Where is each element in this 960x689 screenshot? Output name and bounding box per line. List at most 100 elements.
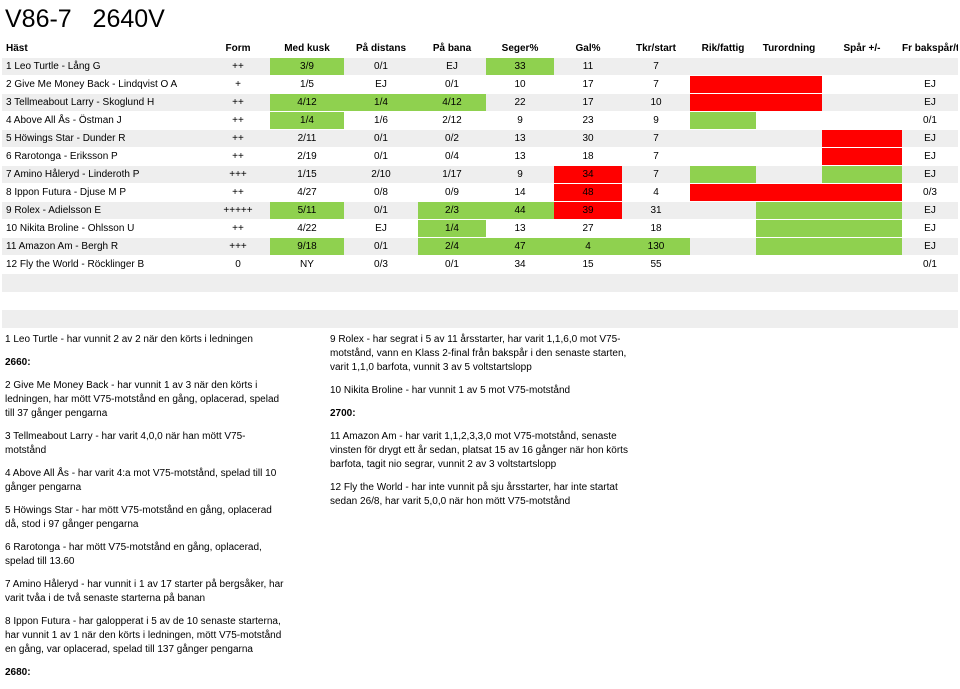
table-cell: 130	[622, 237, 690, 256]
table-cell	[690, 219, 756, 238]
table-cell: ++	[206, 111, 270, 130]
table-cell	[822, 201, 902, 220]
note-text: 10 Nikita Broline - har vunnit 1 av 5 mo…	[330, 385, 571, 396]
note-text: 5 Höwings Star - har mött V75-motstånd e…	[5, 505, 272, 530]
table-cell	[690, 147, 756, 166]
table-cell	[690, 201, 756, 220]
horse-name-cell: 4 Above All Ås - Östman J	[2, 111, 206, 130]
table-cell: 27	[554, 219, 622, 238]
table-cell: EJ	[902, 75, 958, 94]
table-cell: 39	[554, 201, 622, 220]
table-cell	[690, 75, 756, 94]
table-cell	[822, 165, 902, 184]
empty-row-band	[2, 274, 958, 292]
table-cell	[690, 57, 756, 76]
table-cell: 0/8	[344, 183, 418, 202]
table-cell: 5/11	[270, 201, 344, 220]
table-cell: NY	[270, 255, 344, 274]
table-cell: 7	[622, 147, 690, 166]
column-header: Fr bakspår/tillägg	[902, 40, 958, 58]
table-cell: 17	[554, 93, 622, 112]
table-cell	[822, 147, 902, 166]
column-header: Form	[206, 40, 270, 58]
notes-right-column: 9 Rolex - har segrat i 5 av 11 årsstarte…	[330, 333, 630, 518]
table-cell: 4/12	[270, 93, 344, 112]
column-header: På distans	[344, 40, 418, 58]
table-row: 7 Amino Håleryd - Linderoth P +++ 1/15 2…	[2, 165, 958, 184]
table-cell	[756, 129, 822, 148]
table-cell: 7	[622, 129, 690, 148]
table-cell: 55	[622, 255, 690, 274]
table-cell: EJ	[902, 237, 958, 256]
table-cell: 7	[622, 75, 690, 94]
table-row: 4 Above All Ås - Östman J ++ 1/4 1/6 2/1…	[2, 111, 958, 130]
table-cell: 1/5	[270, 75, 344, 94]
table-cell: +++	[206, 165, 270, 184]
table-cell: 13	[486, 129, 554, 148]
table-cell: 13	[486, 147, 554, 166]
table-cell	[756, 111, 822, 130]
note-distance-header: 2660:	[5, 357, 31, 368]
table-cell	[690, 255, 756, 274]
notes-left-column: 1 Leo Turtle - har vunnit 2 av 2 när den…	[5, 333, 285, 689]
table-cell	[756, 75, 822, 94]
table-cell: ++	[206, 219, 270, 238]
column-header: Tkr/start	[622, 40, 690, 58]
table-cell: 7	[622, 165, 690, 184]
table-cell: 34	[554, 165, 622, 184]
empty-row-band	[2, 310, 958, 328]
table-cell	[756, 165, 822, 184]
table-cell: EJ	[902, 219, 958, 238]
table-cell: 1/4	[270, 111, 344, 130]
table-cell	[756, 201, 822, 220]
table-cell	[756, 219, 822, 238]
table-cell: ++	[206, 57, 270, 76]
table-cell: 1/6	[344, 111, 418, 130]
table-cell: EJ	[902, 93, 958, 112]
table-cell: ++	[206, 129, 270, 148]
table-cell: 0/1	[418, 255, 486, 274]
table-cell: EJ	[902, 165, 958, 184]
column-header: Turordning	[756, 40, 822, 58]
table-cell	[822, 237, 902, 256]
table-cell: 1/4	[344, 93, 418, 112]
table-cell: 1/15	[270, 165, 344, 184]
page-title: V86-7 2640V	[5, 5, 165, 33]
table-cell: 2/10	[344, 165, 418, 184]
note-text: 8 Ippon Futura - har galopperat i 5 av d…	[5, 616, 282, 655]
note-distance-header: 2680:	[5, 667, 31, 678]
horse-name-cell: 12 Fly the World - Röcklinger B	[2, 255, 206, 274]
column-header: På bana	[418, 40, 486, 58]
table-cell	[756, 57, 822, 76]
table-cell	[690, 165, 756, 184]
table-cell	[822, 93, 902, 112]
table-cell	[902, 57, 958, 76]
table-cell: 0	[206, 255, 270, 274]
table-cell: ++	[206, 147, 270, 166]
table-cell: 4	[554, 237, 622, 256]
note-text: 9 Rolex - har segrat i 5 av 11 årsstarte…	[330, 334, 627, 373]
horse-name-cell: 2 Give Me Money Back - Lindqvist O A	[2, 75, 206, 94]
table-cell: 9	[486, 111, 554, 130]
table-cell	[756, 147, 822, 166]
table-cell: 4/12	[418, 93, 486, 112]
table-cell: 0/4	[418, 147, 486, 166]
note-distance-header: 2700:	[330, 408, 356, 419]
table-cell	[822, 111, 902, 130]
horse-name-cell: 9 Rolex - Adielsson E	[2, 201, 206, 220]
table-cell: +	[206, 75, 270, 94]
table-row: 8 Ippon Futura - Djuse M P ++ 4/27 0/8 0…	[2, 183, 958, 202]
note-text: 7 Amino Håleryd - har vunnit i 1 av 17 s…	[5, 579, 284, 604]
table-cell	[822, 75, 902, 94]
table-header-row: Häst Form Med kusk På distans På bana Se…	[2, 40, 958, 58]
table-cell	[756, 93, 822, 112]
table-row: 5 Höwings Star - Dunder R ++ 2/11 0/1 0/…	[2, 129, 958, 148]
table-cell: 0/1	[418, 75, 486, 94]
table-cell: 2/12	[418, 111, 486, 130]
table-cell	[690, 111, 756, 130]
table-cell: 0/1	[902, 255, 958, 274]
note-text: 6 Rarotonga - har mött V75-motstånd en g…	[5, 542, 262, 567]
table-row: 1 Leo Turtle - Lång G ++ 3/9 0/1 EJ 33 1…	[2, 57, 958, 76]
table-cell: 0/1	[344, 237, 418, 256]
table-cell: 0/1	[902, 111, 958, 130]
